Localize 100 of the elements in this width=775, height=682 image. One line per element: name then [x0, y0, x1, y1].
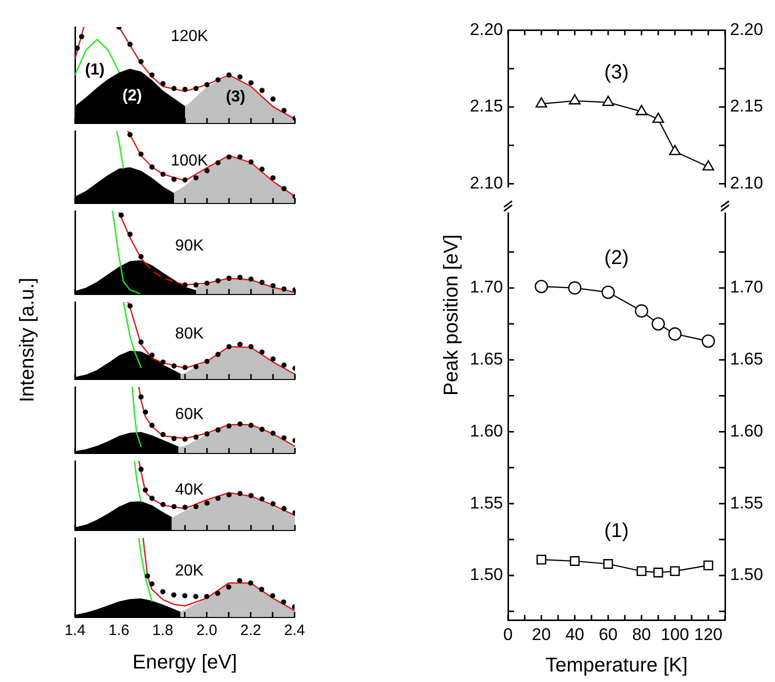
point [226, 492, 232, 498]
point [142, 409, 148, 415]
point [171, 176, 177, 182]
y-tick-label: 1.55 [470, 493, 503, 512]
point [193, 594, 198, 600]
point [270, 430, 276, 436]
point [702, 160, 714, 170]
point [226, 72, 232, 78]
point [281, 108, 287, 114]
point [670, 566, 680, 576]
point [248, 159, 254, 165]
point [215, 160, 221, 166]
series-label: (3) [604, 61, 629, 84]
point [182, 282, 188, 288]
y-tick-label: 2.15 [470, 96, 503, 116]
point [248, 422, 254, 428]
point [281, 506, 287, 512]
y2-tick-label: 2.15 [730, 96, 764, 116]
point [79, 34, 84, 40]
point [215, 496, 221, 501]
point [171, 86, 177, 92]
point [149, 581, 154, 586]
point [237, 274, 243, 280]
point [215, 77, 221, 82]
point [653, 568, 664, 578]
point [144, 573, 150, 579]
point [204, 594, 210, 600]
point [270, 593, 276, 598]
point [193, 364, 199, 370]
point [204, 431, 210, 436]
annotation: 100K [170, 152, 208, 170]
point [636, 566, 646, 576]
y-tick-label: 2.10 [470, 173, 503, 192]
point [568, 94, 581, 104]
point [259, 426, 265, 432]
point [248, 276, 254, 282]
point [259, 280, 265, 285]
point [568, 281, 582, 295]
point [193, 175, 199, 180]
point [182, 177, 188, 183]
y-axis-title: Peak position [eV] [440, 234, 464, 396]
point [182, 364, 188, 370]
x-tick-label: 120 [694, 624, 722, 644]
point [259, 586, 264, 592]
point [204, 500, 210, 506]
point [160, 172, 166, 177]
point [248, 492, 254, 498]
point [603, 559, 614, 569]
point [237, 421, 243, 427]
y-tick-label: 1.50 [470, 565, 503, 584]
point [226, 423, 232, 429]
y2-tick-label: 1.65 [730, 350, 764, 369]
point [259, 496, 265, 502]
point [652, 112, 664, 123]
point [602, 286, 615, 299]
point [636, 104, 648, 116]
point [138, 466, 144, 472]
x-tick-label: 40 [565, 624, 584, 644]
point [138, 254, 144, 260]
point [237, 154, 243, 160]
point [149, 164, 155, 170]
point [652, 317, 665, 331]
point [281, 286, 287, 292]
x-tick-label: 1.4 [64, 622, 86, 640]
point [149, 496, 155, 501]
y2-tick-label: 1.50 [730, 565, 764, 584]
point [281, 362, 287, 368]
point [703, 560, 714, 570]
x-tick-label: 100 [660, 624, 690, 644]
y2-tick-label: 2.10 [730, 173, 764, 192]
point [204, 358, 210, 364]
annotation: 20K [174, 562, 204, 580]
point [127, 132, 133, 138]
point [182, 593, 188, 598]
point [193, 86, 199, 92]
annotation: (2) [122, 88, 142, 105]
point [193, 282, 199, 288]
point [237, 74, 243, 80]
point [226, 584, 232, 590]
point [602, 96, 614, 106]
annotation: 60K [175, 406, 204, 424]
y-tick-label: 1.65 [470, 350, 503, 369]
point [259, 349, 265, 355]
x-tick-label: 2.4 [284, 622, 306, 640]
x-tick-label: 2.0 [196, 622, 218, 640]
point [138, 151, 144, 157]
x-tick-label: 20 [532, 624, 551, 644]
point [215, 427, 221, 432]
y2-tick-label: 1.60 [730, 421, 764, 440]
point [702, 334, 715, 348]
point [281, 186, 287, 192]
point [182, 86, 188, 92]
point [138, 339, 144, 345]
point [215, 590, 220, 596]
point [226, 344, 232, 350]
point [193, 434, 199, 440]
point [536, 554, 546, 565]
point [270, 356, 276, 362]
point [634, 304, 648, 318]
y-tick-label: 1.60 [470, 421, 503, 440]
